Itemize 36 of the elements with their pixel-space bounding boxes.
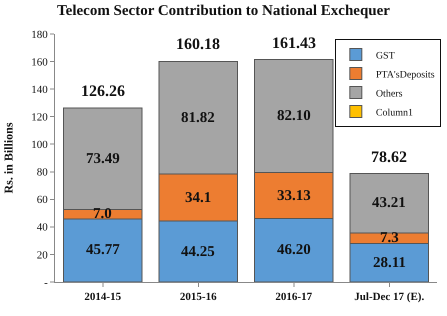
total-label: 78.62 — [371, 149, 407, 166]
y-tick-label: 180 — [31, 28, 48, 41]
data-label: 81.82 — [181, 110, 215, 126]
data-label: 45.77 — [86, 242, 120, 258]
legend-label: Others — [376, 88, 403, 100]
data-label: 46.20 — [277, 242, 311, 258]
y-tick-label: 160 — [31, 56, 48, 68]
legend-label: GST — [376, 50, 395, 62]
data-label: 28.11 — [373, 255, 406, 271]
data-label: 73.49 — [86, 151, 120, 167]
data-label: 43.21 — [372, 195, 406, 211]
y-tick-label: 20 — [36, 249, 48, 262]
data-label: 44.25 — [181, 244, 215, 260]
y-tick-label: 80 — [36, 166, 48, 179]
data-label: 82.10 — [277, 108, 311, 124]
x-tick-label: 2016-17 — [275, 291, 313, 304]
y-tick-label: 120 — [31, 112, 48, 124]
x-tick-label: 2015-16 — [180, 291, 218, 304]
y-tick-label: 60 — [36, 194, 48, 206]
legend-label: Column1 — [376, 107, 414, 118]
data-label: 34.1 — [185, 190, 212, 206]
y-tick-label: 100 — [31, 139, 48, 152]
total-label: 126.26 — [81, 83, 125, 100]
y-tick-label: 40 — [36, 222, 48, 234]
chart-title: Telecom Sector Contribution to National Exchequer — [57, 3, 390, 20]
y-tick-label: 140 — [31, 84, 48, 96]
data-label: 33.13 — [277, 188, 311, 204]
x-tick-label: 2014-15 — [84, 291, 122, 304]
x-tick-label: Jul-Dec 17 (E). — [354, 291, 424, 304]
legend-label: PTA'sDeposits — [376, 69, 435, 80]
total-label: 160.18 — [176, 36, 220, 53]
data-label: 7.0 — [93, 206, 112, 222]
total-label: 161.43 — [272, 35, 316, 52]
y-axis-title: Rs. in Billions — [2, 122, 16, 194]
y-tick-label: - — [44, 276, 48, 289]
data-label: 7.3 — [380, 230, 399, 246]
